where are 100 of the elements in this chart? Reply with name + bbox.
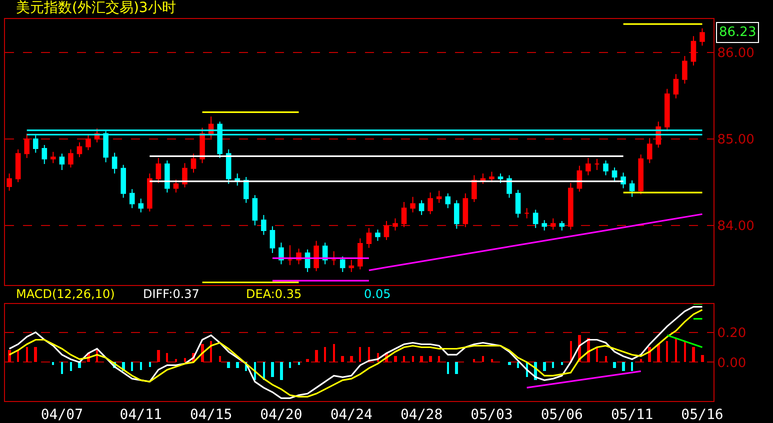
bar	[482, 356, 484, 362]
candlestick	[690, 36, 696, 66]
bar	[412, 356, 414, 362]
candlestick	[156, 157, 162, 184]
y-tick-label: 85.00	[717, 132, 754, 148]
candlestick	[603, 160, 608, 176]
candlestick	[629, 180, 635, 198]
bar	[604, 356, 607, 362]
bar	[184, 358, 186, 362]
bar	[542, 362, 546, 371]
bar	[700, 354, 704, 362]
candlestick	[6, 173, 12, 192]
bar	[16, 350, 19, 362]
bar	[570, 340, 572, 362]
candlestick	[129, 188, 135, 209]
chart-title: MACD(12,26,10)	[16, 287, 115, 301]
candlestick	[138, 198, 144, 213]
text: DEA:0.35	[246, 287, 302, 301]
candlestick	[287, 244, 293, 266]
candlestick	[401, 202, 407, 228]
bar	[420, 356, 423, 362]
y-tick-label: 0.20	[717, 326, 746, 341]
candlestick	[234, 173, 240, 186]
bar	[218, 356, 221, 362]
candlestick	[462, 192, 468, 228]
bar	[454, 362, 458, 374]
candlestick	[68, 148, 74, 168]
bar	[560, 362, 563, 365]
y-tick-label: 86.00	[717, 46, 754, 62]
candlestick	[445, 192, 451, 209]
x-tick-label: 04/07	[40, 406, 84, 423]
candlestick	[86, 134, 91, 151]
candlestick	[682, 56, 688, 84]
bar	[34, 346, 37, 362]
x-tick-label: 05/06	[540, 406, 583, 423]
bar	[674, 338, 677, 362]
chart-title: 美元指数(外汇交易)3小时	[16, 0, 176, 16]
x-tick-label: 05/03	[470, 406, 513, 423]
candlestick	[594, 158, 600, 171]
candlestick	[392, 218, 398, 232]
candlestick	[173, 179, 179, 194]
candlestick	[24, 133, 30, 158]
candlestick	[226, 148, 232, 184]
x-tick-label: 05/11	[610, 406, 654, 423]
x-tick-label: 04/28	[400, 406, 443, 423]
candlestick	[348, 259, 354, 273]
bar	[446, 362, 449, 374]
candlestick	[76, 142, 82, 158]
bar	[656, 344, 660, 362]
bar	[236, 362, 239, 368]
bar	[332, 344, 335, 362]
bar	[340, 356, 344, 362]
candlestick	[550, 218, 556, 230]
bar	[140, 362, 142, 370]
bar	[166, 352, 168, 362]
text: 86.23	[719, 25, 756, 40]
y-tick-label: 0.00	[717, 356, 746, 371]
bar	[174, 358, 177, 362]
candlestick	[112, 152, 118, 174]
bar	[438, 356, 440, 362]
bar	[226, 362, 230, 368]
candlestick	[375, 229, 380, 242]
candlestick	[42, 144, 48, 165]
candlestick	[164, 160, 170, 194]
x-tick-label: 05/16	[681, 406, 724, 423]
candlestick	[331, 250, 337, 266]
candlestick	[182, 162, 188, 188]
bar	[358, 346, 361, 362]
x-tick-label: 04/24	[330, 406, 372, 423]
candlestick	[252, 194, 258, 226]
candlestick	[498, 173, 504, 184]
bar	[508, 362, 511, 365]
candlestick	[418, 200, 424, 216]
x-tick-label: 04/11	[120, 406, 162, 423]
y-tick-label: 84.00	[717, 218, 754, 234]
bar	[26, 346, 28, 362]
candlestick	[314, 240, 319, 272]
bar	[314, 350, 318, 362]
bar	[130, 362, 133, 371]
candlestick	[612, 166, 618, 182]
candlestick	[506, 174, 512, 198]
candlestick	[664, 88, 670, 132]
candlestick	[532, 209, 538, 228]
bar	[490, 358, 493, 362]
bar	[428, 356, 432, 362]
candlestick	[340, 256, 346, 273]
candlestick	[410, 196, 416, 213]
candlestick	[278, 242, 284, 265]
bar	[402, 356, 405, 362]
candlestick	[700, 28, 705, 46]
bar	[684, 340, 686, 362]
candlestick	[190, 153, 196, 174]
text: 0.05	[364, 287, 391, 301]
bar	[280, 362, 283, 380]
bar	[306, 358, 309, 362]
candlestick	[480, 173, 486, 184]
bar	[298, 362, 300, 365]
candlestick	[454, 200, 460, 230]
candlestick	[542, 220, 548, 232]
bar	[156, 350, 160, 362]
